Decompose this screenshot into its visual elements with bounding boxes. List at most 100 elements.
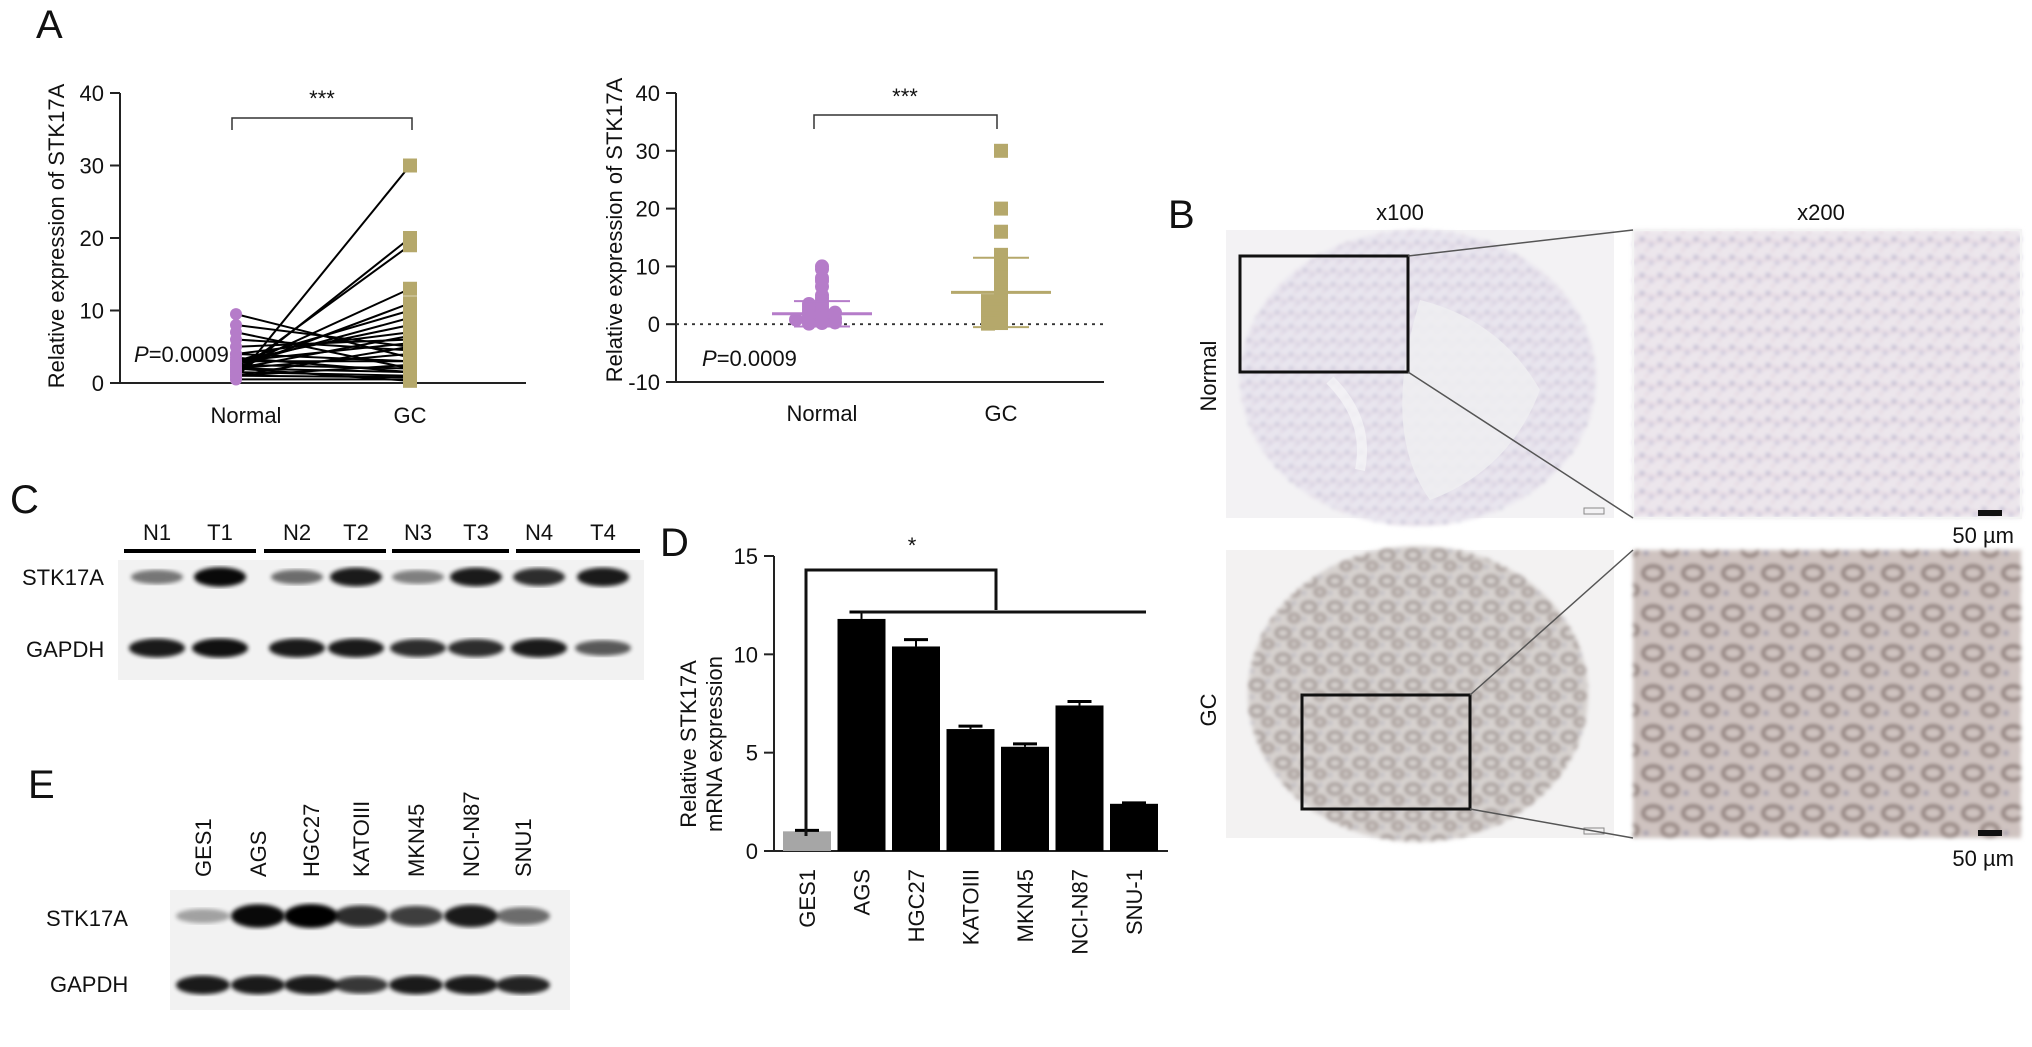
y-tick-label: 5 — [746, 741, 758, 766]
paired-line — [235, 353, 411, 363]
paired-y-ticks: 0 10 20 30 40 — [80, 81, 120, 396]
y-tick-label: -10 — [628, 370, 660, 395]
paired-line — [235, 164, 411, 381]
bar — [892, 646, 940, 851]
bar-ylabel-line1: Relative STK17A — [676, 660, 701, 828]
panel-label-e: E — [28, 763, 55, 807]
paired-points — [230, 158, 417, 388]
y-tick-label: 20 — [80, 226, 104, 251]
ihc-normal-x100-image — [1226, 230, 1614, 526]
scatter-sig-stars: *** — [892, 84, 918, 109]
blot-band — [389, 905, 443, 927]
blot-band — [511, 638, 567, 658]
bar-x-label: KATOIII — [959, 869, 984, 945]
bar-x-label: AGS — [850, 869, 875, 915]
paired-line — [235, 367, 411, 374]
ihc-col-label-x200: x200 — [1797, 200, 1845, 225]
ihc-normal-x100-scalebar — [1583, 507, 1605, 515]
bar-y-ticks: 0 5 10 15 — [734, 544, 774, 864]
paired-point-normal — [230, 319, 242, 331]
blot-band — [129, 638, 185, 658]
bar-marks — [783, 610, 1158, 851]
blot-e-lane-label: NCI-N87 — [459, 791, 484, 877]
ihc-gc-zoom-line-bottom — [1469, 808, 1634, 839]
paired-point-gc — [403, 238, 417, 253]
scatter-point-gc — [981, 316, 995, 331]
y-tick-label: 30 — [636, 139, 660, 164]
scatter-point-gc — [994, 143, 1008, 158]
paired-point-gc — [403, 281, 417, 296]
blot-band — [176, 908, 230, 924]
y-tick-label: 0 — [92, 371, 104, 396]
scatter-mean-sd — [772, 256, 1051, 329]
ihc-gc-zoom-box — [1300, 693, 1472, 811]
blot-band — [390, 639, 446, 657]
blot-band — [444, 904, 498, 928]
paired-line — [235, 324, 411, 348]
panel-label-d: D — [660, 521, 689, 565]
ihc-normal-x200-image — [1632, 229, 2022, 519]
paired-lines — [235, 164, 411, 382]
blot-band — [231, 904, 285, 928]
panel-label-b: B — [1168, 193, 1195, 237]
bar — [1110, 803, 1158, 851]
scatter-point-gc — [994, 201, 1008, 216]
scatter-point-gc — [994, 224, 1008, 239]
blot-band — [575, 640, 631, 656]
blot-band — [176, 975, 230, 995]
paired-line — [235, 338, 411, 348]
blot-e-row-gapdh: GAPDH — [50, 972, 128, 997]
blot-c-lane-label: T2 — [343, 520, 369, 545]
ihc-normal-zoom-box — [1238, 254, 1410, 374]
blot-band — [194, 567, 246, 587]
y-tick-label: 10 — [734, 642, 758, 667]
scatter-xtick-normal: Normal — [787, 401, 858, 426]
bar — [946, 729, 995, 851]
paired-line — [235, 338, 411, 352]
blot-e-lane-label: AGS — [246, 831, 271, 877]
paired-xtick-gc: GC — [394, 403, 427, 428]
blot-c-bands — [118, 560, 644, 680]
blot-band — [284, 975, 338, 995]
y-tick-label: 30 — [80, 154, 104, 179]
ihc-normal-zoom-line-bottom — [1407, 371, 1634, 519]
panel-label-a: A — [36, 3, 63, 47]
blot-c-lane-label: T3 — [463, 520, 489, 545]
ihc-row-label-gc: GC — [1196, 693, 1221, 726]
blot-band — [389, 975, 443, 995]
paired-point-gc — [403, 339, 417, 354]
scatter-point-normal — [789, 312, 803, 327]
paired-point-normal — [230, 362, 242, 375]
ihc-gc-x100-image — [1226, 546, 1614, 842]
scatter-y-ticks: -10 0 10 20 30 40 — [628, 81, 676, 395]
ihc-normal-scale-label: 50 µm — [1952, 523, 2014, 548]
blot-c-lane-label: T1 — [207, 520, 233, 545]
y-tick-label: 10 — [80, 299, 104, 324]
ihc-gc-x100-scalebar — [1583, 827, 1605, 835]
paired-point-gc — [403, 158, 417, 173]
blot-band — [448, 639, 504, 657]
blot-band — [328, 638, 384, 658]
paired-line — [235, 316, 411, 366]
mrna-bar-chart: Relative STK17A mRNA expression 0 5 10 15 G… — [676, 533, 1168, 955]
blot-band — [392, 570, 444, 584]
bar — [837, 618, 886, 851]
blot-band — [513, 568, 565, 586]
ihc-gc-x200-image — [1633, 550, 2021, 838]
ihc-image-panel: x100 x200 Normal GC 50 µm — [1196, 200, 2022, 871]
scatter-expression-plot: Relative expression of STK17A -10 0 10 20 30… — [602, 77, 1104, 426]
bar — [783, 831, 831, 851]
ihc-gc-zoom-line-top — [1469, 549, 1634, 696]
blot-e-lane-label: SNU1 — [511, 818, 536, 877]
blot-band — [496, 975, 550, 995]
blot-band — [444, 975, 498, 995]
blot-band — [269, 638, 325, 658]
bar-x-label: MKN45 — [1013, 869, 1038, 942]
ihc-gc-scale-label: 50 µm — [1952, 846, 2014, 871]
paired-line — [235, 356, 411, 374]
y-tick-label: 20 — [636, 197, 660, 222]
paired-ylabel: Relative expression of STK17A — [44, 83, 69, 388]
paired-sig-bracket — [231, 117, 413, 130]
paired-pvalue: P=0.0009 — [134, 342, 229, 367]
